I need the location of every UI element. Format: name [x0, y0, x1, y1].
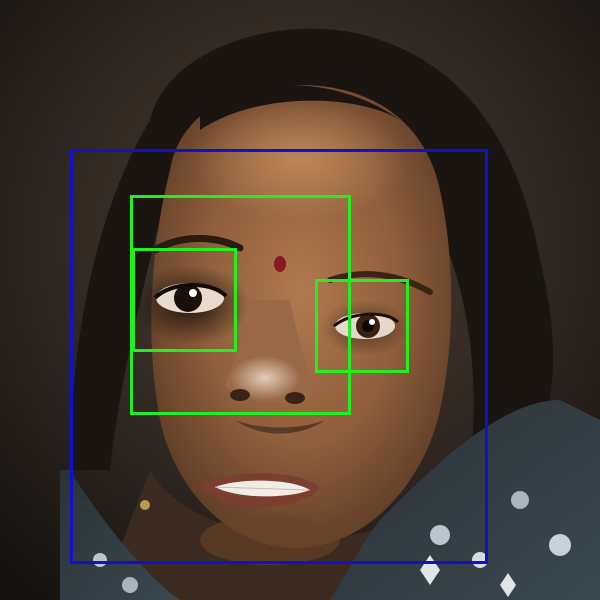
bindi	[274, 256, 286, 272]
right-eyebrow	[327, 271, 433, 295]
upper-lip-shadow	[235, 420, 325, 434]
hair-line	[200, 85, 400, 130]
left-eye	[153, 283, 228, 313]
chin-shadow	[200, 515, 340, 565]
left-eyebrow	[151, 235, 244, 254]
scarf	[60, 400, 600, 600]
mouth	[200, 473, 320, 507]
left-eye-bounding-box	[132, 248, 237, 352]
forehead-highlight	[190, 100, 410, 220]
nose	[225, 300, 315, 404]
face-bounding-box	[70, 149, 488, 564]
right-eye-bounding-box	[315, 279, 409, 373]
eye-nose-bounding-box	[130, 195, 351, 415]
earring	[140, 500, 150, 510]
